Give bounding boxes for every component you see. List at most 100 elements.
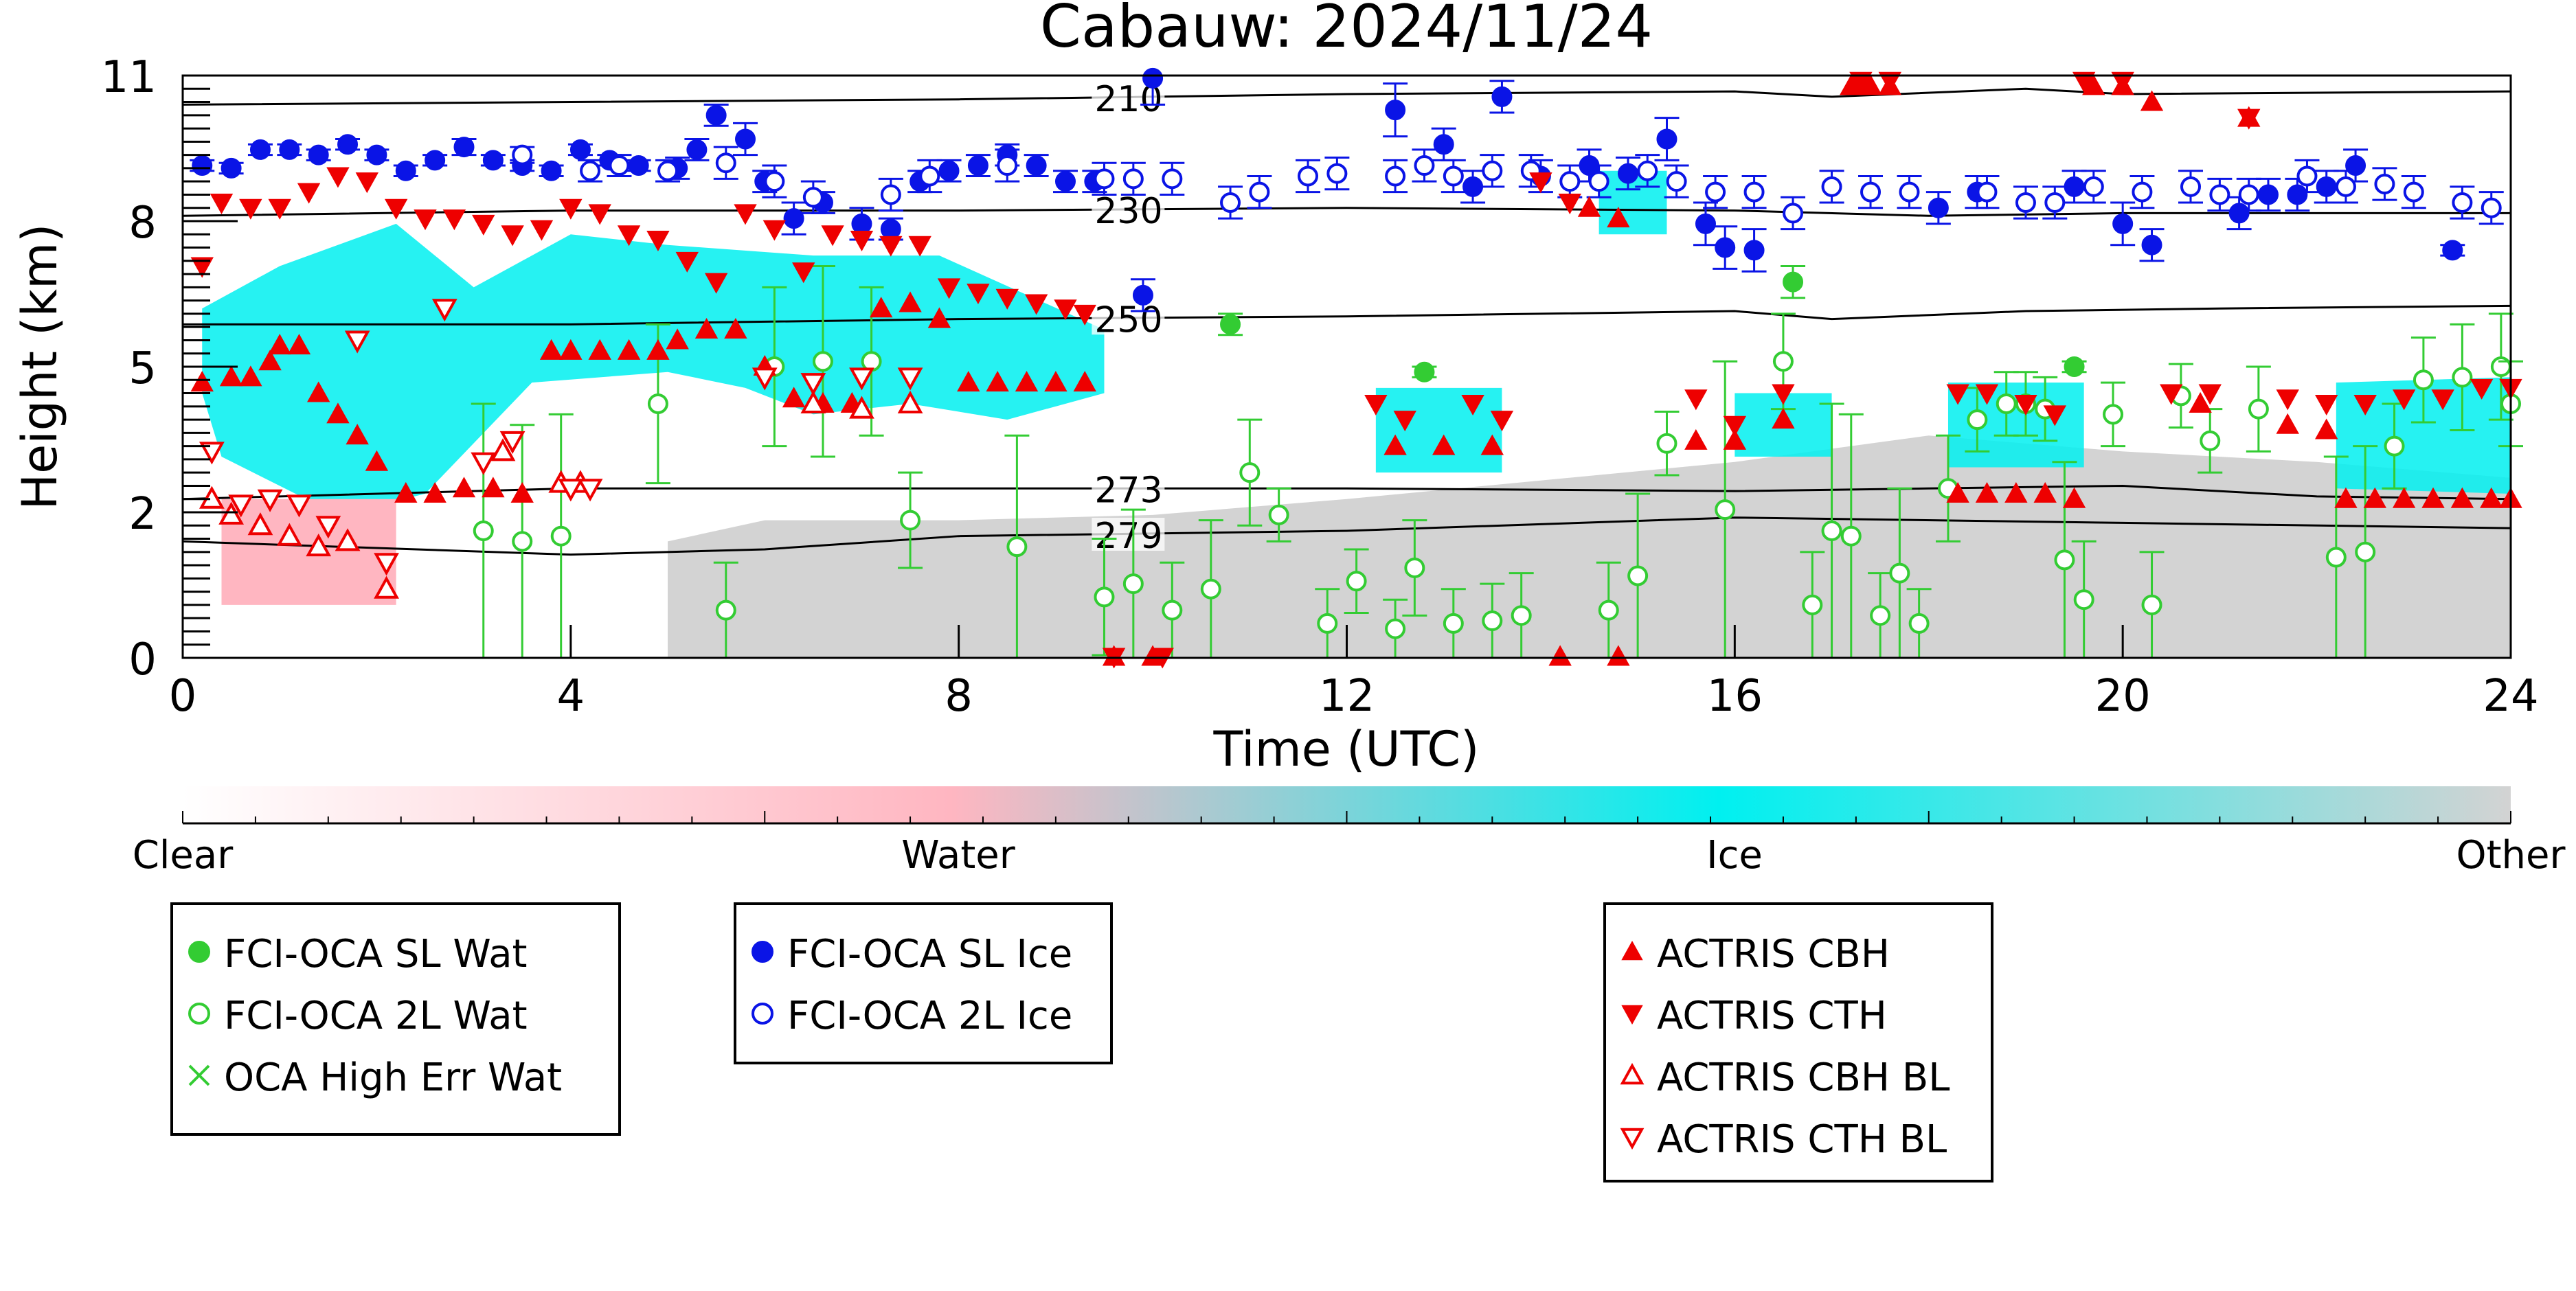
data-point <box>617 225 641 247</box>
data-point <box>2452 367 2473 388</box>
data-point <box>927 307 951 328</box>
data-point <box>2015 192 2036 214</box>
data-point <box>1432 434 1456 455</box>
data-point <box>2450 487 2474 508</box>
data-point <box>219 365 243 387</box>
data-point <box>365 450 389 471</box>
data-point <box>2160 384 2183 405</box>
data-point <box>705 104 727 126</box>
colorbar-label-other: Other <box>2456 833 2566 878</box>
legend-marker <box>188 1064 210 1086</box>
legend-label: ACTRIS CBH BL <box>1657 1055 1950 1100</box>
data-point <box>1220 314 1241 335</box>
data-point <box>646 339 670 360</box>
colorbar-label-water: Water <box>901 833 1016 878</box>
data-point <box>510 481 534 503</box>
data-point <box>541 160 562 181</box>
data-point <box>1122 573 1144 595</box>
data-point <box>337 134 359 155</box>
data-point <box>2043 405 2067 426</box>
data-point <box>2103 404 2124 425</box>
data-point <box>1870 605 1891 626</box>
data-point <box>249 139 271 160</box>
y-tick-label: 8 <box>128 198 157 249</box>
data-point <box>199 442 225 465</box>
data-point <box>1975 384 1999 405</box>
data-point <box>374 553 399 576</box>
data-point <box>190 257 214 278</box>
data-point <box>1598 599 1619 621</box>
legend-frame <box>734 902 1113 1064</box>
data-point <box>675 251 699 273</box>
data-point <box>2353 394 2377 416</box>
data-point <box>258 350 282 371</box>
data-point <box>1889 562 1910 584</box>
region-ice <box>2336 377 2511 494</box>
data-point <box>2072 71 2096 93</box>
data-point <box>2452 192 2473 214</box>
data-point <box>1054 171 1076 192</box>
data-point <box>2481 197 2502 218</box>
data-point <box>792 262 815 284</box>
data-point <box>1024 294 1048 315</box>
data-point <box>2111 71 2134 93</box>
data-point <box>1054 299 1077 321</box>
region-ice <box>202 223 1105 515</box>
legend-label: FCI-OCA SL Wat <box>224 932 528 976</box>
data-point <box>1200 578 1221 599</box>
data-point <box>1723 429 1747 450</box>
legend-box: FCI-OCA SL Wat FCI-OCA 2L Wat OCA High Err… <box>170 902 621 1136</box>
data-point <box>1511 605 1532 626</box>
data-point <box>937 278 961 299</box>
series-fci-oca-sl-wat <box>1218 265 2087 382</box>
data-point <box>1006 536 1028 558</box>
data-point <box>1772 351 1794 372</box>
data-point <box>2054 549 2075 571</box>
legends: FCI-OCA SL Wat FCI-OCA 2L Wat OCA High Err… <box>170 902 1993 1183</box>
data-point <box>431 299 457 322</box>
data-point <box>1414 361 1435 382</box>
isotherm-273 <box>182 484 2511 501</box>
data-point <box>715 599 736 621</box>
data-point <box>2033 481 2057 503</box>
data-point <box>2132 181 2153 203</box>
data-point <box>306 381 330 402</box>
data-point <box>550 525 572 547</box>
data-point <box>2062 487 2086 508</box>
data-point <box>1220 192 1241 214</box>
data-point <box>2189 391 2212 413</box>
data-point <box>1298 165 1319 187</box>
data-point <box>2073 589 2094 610</box>
data-point <box>1073 304 1096 325</box>
data-point <box>588 339 611 360</box>
isotherm-250 <box>183 304 2511 325</box>
data-point <box>1859 74 1882 95</box>
y-tick-label: 0 <box>128 635 157 685</box>
data-point <box>2421 487 2445 508</box>
data-point <box>2180 176 2202 197</box>
data-point <box>286 494 312 518</box>
data-point <box>326 167 350 188</box>
x-tick-label: 0 <box>169 671 197 722</box>
data-point <box>1044 371 1067 392</box>
legend-box: FCI-OCA SL Ice FCI-OCA 2L Ice <box>734 902 1113 1064</box>
data-point <box>1364 394 1388 416</box>
data-point <box>2237 108 2261 130</box>
x-tick-label: 12 <box>1319 671 1375 722</box>
data-point <box>1975 481 1999 503</box>
data-point <box>1268 504 1289 525</box>
data-point <box>442 209 466 231</box>
data-point <box>2276 413 2299 434</box>
data-point <box>2257 184 2279 205</box>
data-point <box>764 171 785 192</box>
data-point <box>1684 389 1708 411</box>
data-series <box>190 67 2523 669</box>
legend-label: FCI-OCA SL Ice <box>787 932 1072 976</box>
data-point <box>1015 371 1039 392</box>
data-point <box>2276 389 2299 411</box>
data-point <box>588 204 611 225</box>
data-point <box>879 236 903 257</box>
data-point <box>2392 389 2416 411</box>
data-point <box>1433 134 1454 155</box>
